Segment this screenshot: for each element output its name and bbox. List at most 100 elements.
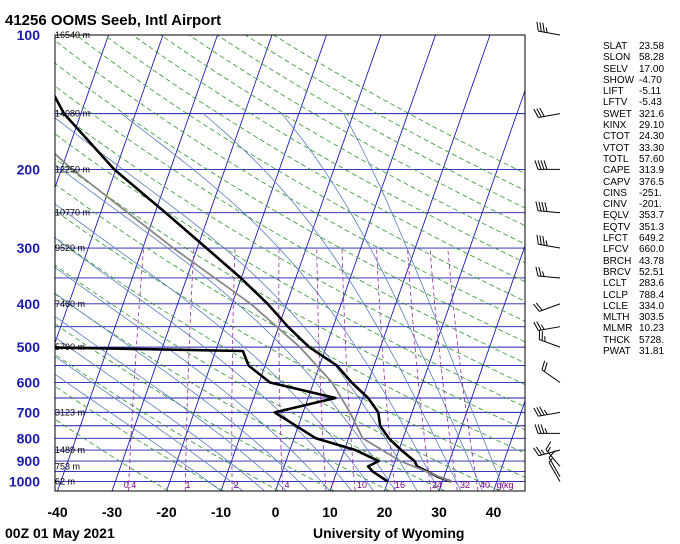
barb-shaft — [538, 243, 561, 249]
isotherm-line — [438, 244, 525, 491]
sounding-series — [55, 94, 452, 483]
height-label: 14080 m — [55, 109, 90, 119]
index-value: 283.6 — [639, 278, 665, 290]
height-labels: 16540 m 14080 m 12250 m 10770 m 9520 m 7460 m… — [55, 30, 90, 487]
wind-barb — [545, 441, 561, 467]
pressure-label-800: 800 — [17, 430, 41, 446]
stability-indices: SLAT 23.58 SLON 58.28 SELV 17.00 SHOW -4.70 LIFT… — [603, 41, 679, 357]
mixing-ratio-line — [128, 248, 144, 491]
index-row: CINV -201. — [603, 199, 679, 210]
wind-barb — [533, 406, 561, 417]
index-value: 321.6 — [639, 108, 665, 120]
dry-adiabat-line — [55, 109, 525, 386]
wind-barb — [541, 360, 561, 383]
index-row: LIFT -5.11 — [603, 86, 679, 97]
moist-adiabat-line — [203, 113, 462, 491]
barb-half-flag — [540, 449, 545, 455]
barb-flag — [536, 234, 539, 245]
index-value: 649.2 — [639, 233, 665, 245]
index-value: 17.00 — [639, 63, 665, 75]
index-value: 351.3 — [639, 221, 665, 233]
mixing-ratio-label: 24 — [432, 480, 442, 490]
moist-adiabat-line — [55, 292, 309, 491]
barb-half-flag — [545, 240, 548, 246]
index-row: LFCV 660.0 — [603, 244, 679, 255]
barb-flag — [539, 406, 545, 416]
index-value: -251. — [639, 187, 662, 199]
pressure-label-300: 300 — [17, 240, 41, 256]
barb-flag — [540, 424, 545, 434]
temperature-label: 40 — [486, 504, 502, 520]
barb-flag — [541, 360, 546, 370]
barb-flag — [539, 107, 545, 117]
barb-flag — [535, 201, 539, 211]
index-name: VTOT — [603, 142, 630, 154]
wind-barb — [533, 321, 561, 331]
wind-barb — [534, 160, 560, 170]
index-name: LCLP — [603, 289, 629, 301]
index-row: LCLT 283.6 — [603, 278, 679, 289]
moist-adiabat-line — [55, 237, 353, 491]
credit-text: University of Wyoming — [313, 525, 464, 541]
barb-flag — [536, 21, 539, 32]
isotherm-line — [0, 35, 54, 491]
barb-flag — [540, 160, 545, 170]
dry-adiabat-line — [55, 62, 525, 343]
height-label: 16540 m — [55, 30, 90, 40]
mixing-ratio-line — [231, 248, 236, 491]
mixing-ratio-label: 40 — [480, 480, 490, 490]
pressure-label-700: 700 — [17, 404, 41, 420]
mixing-ratio-lines — [128, 248, 479, 491]
index-row: THCK 5728. — [603, 335, 679, 346]
index-name: BRCV — [603, 266, 631, 278]
isotherm-line — [166, 35, 327, 491]
pressure-label-400: 400 — [17, 296, 41, 312]
index-value: 313.9 — [639, 165, 665, 177]
wind-barb — [536, 234, 561, 249]
index-name: CTOT — [603, 131, 631, 143]
observation-date: 00Z 01 May 2021 — [5, 525, 115, 541]
moist-adiabat-line — [55, 163, 396, 491]
barb-flag — [543, 362, 548, 372]
barb-flag — [543, 160, 548, 170]
dry-adiabat-line — [55, 353, 280, 491]
index-name: CINV — [603, 199, 627, 211]
index-row: SLON 58.28 — [603, 52, 679, 63]
mixing-ratio-label: g/kg — [496, 480, 513, 490]
index-name: KINX — [603, 120, 627, 132]
index-row: PWAT 31.81 — [603, 346, 679, 357]
mixing-ratio-label: 32 — [460, 480, 470, 490]
height-label: 7460 m — [55, 299, 85, 309]
index-name: MLMR — [603, 323, 633, 335]
barb-flag — [538, 266, 542, 277]
dry-adiabats — [55, 35, 525, 491]
isotherm-line — [384, 89, 525, 491]
index-name: LCLE — [603, 300, 629, 312]
sounding-line-0 — [55, 94, 452, 483]
moist-adiabat-line — [55, 203, 374, 491]
barb-flag — [536, 108, 542, 118]
barb-flag — [542, 22, 545, 33]
pressure-label-100: 100 — [17, 27, 41, 43]
index-row: LFCT 649.2 — [603, 233, 679, 244]
index-name: CAPV — [603, 176, 631, 188]
barb-flag — [533, 447, 540, 456]
index-name: EQLV — [603, 210, 629, 222]
barb-flag — [541, 201, 545, 212]
moist-adiabat-line — [55, 266, 331, 491]
index-name: LFTV — [603, 97, 628, 109]
moist-adiabat-line — [120, 113, 440, 491]
index-value: 43.78 — [639, 255, 665, 267]
barb-half-flag — [545, 27, 548, 33]
index-name: LFCT — [603, 233, 628, 245]
height-label: 1489 m — [55, 445, 85, 455]
index-value: 58.28 — [639, 52, 665, 64]
index-name: LIFT — [603, 86, 624, 98]
height-label: 753 m — [55, 461, 80, 471]
barb-flag — [539, 22, 542, 32]
index-value: -5.11 — [639, 86, 662, 98]
temperature-label: 10 — [322, 504, 338, 520]
index-value: -4.70 — [639, 74, 662, 86]
index-row: EQLV 353.7 — [603, 210, 679, 221]
